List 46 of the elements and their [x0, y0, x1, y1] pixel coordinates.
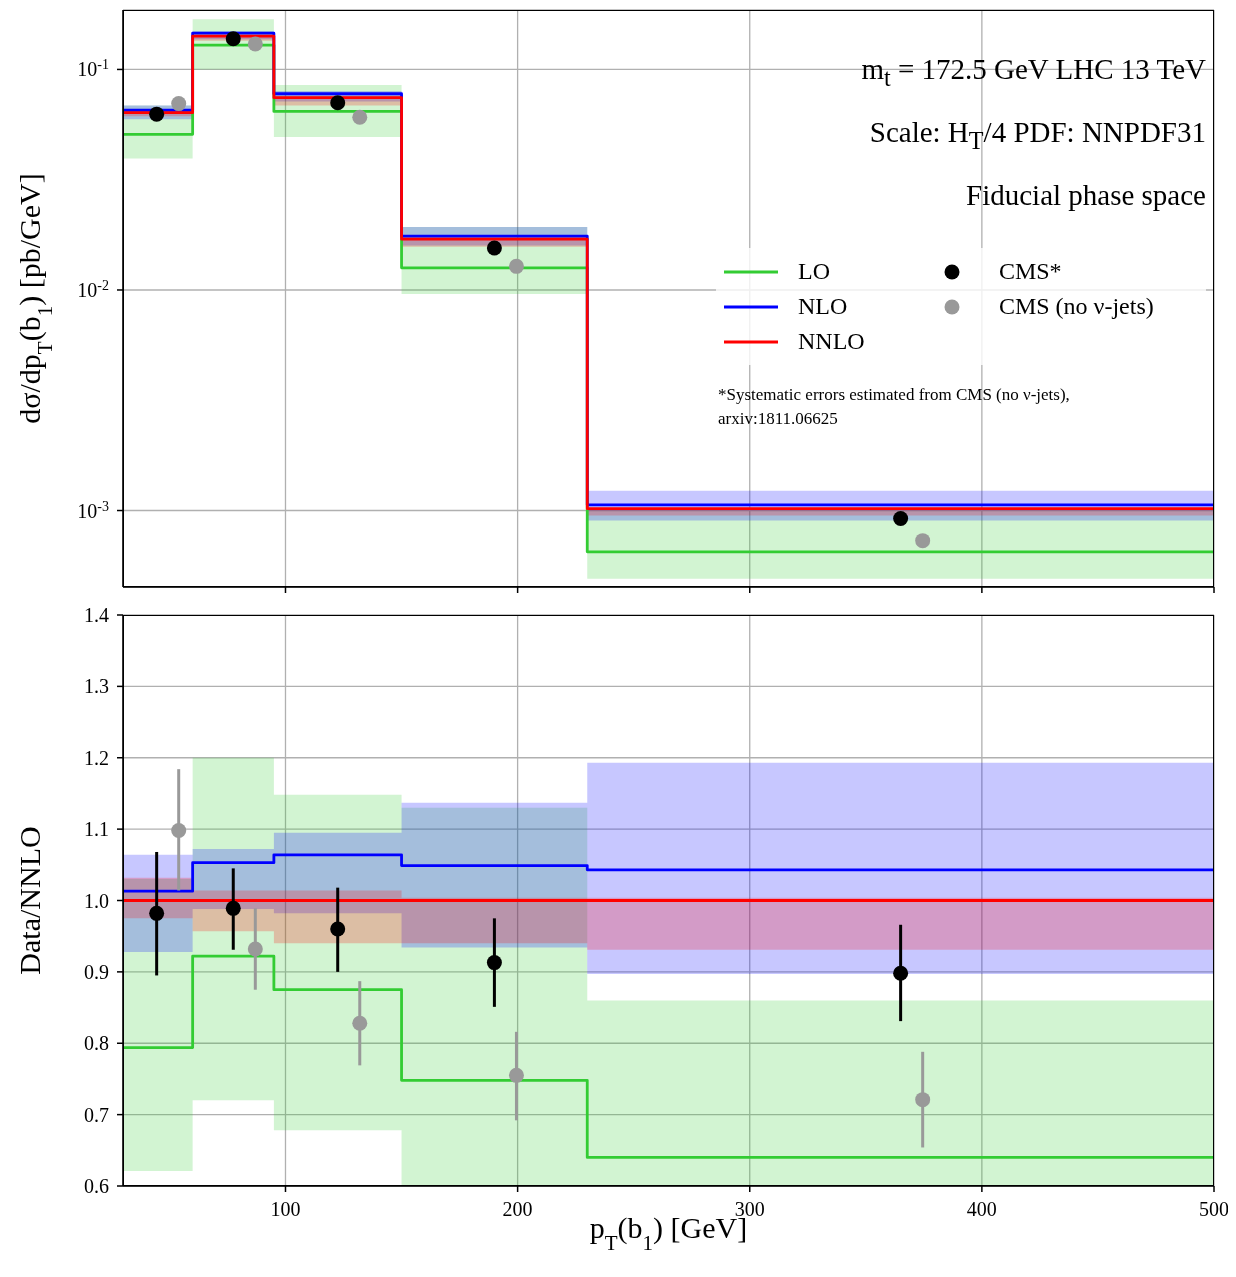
y-tick-label: 1.4	[84, 604, 109, 626]
point	[171, 96, 187, 112]
y-tick-label: 10$^{-2}$	[77, 277, 109, 301]
legend-label: CMS (no ν-jets)	[998, 293, 1154, 320]
point	[225, 900, 241, 916]
y-tick-label: 1.1	[84, 818, 109, 841]
y-tick-label: 0.7	[84, 1103, 109, 1126]
y-tick-label: 10$^{-3}$	[77, 498, 109, 522]
y-tick-label: 0.9	[84, 960, 109, 983]
point	[915, 533, 931, 549]
point	[508, 1067, 524, 1083]
x-tick-label: 100	[270, 1198, 301, 1220]
y-axis-title: Data/NNLO	[13, 826, 46, 975]
annotation: Fiducial phase space	[966, 178, 1206, 211]
point	[893, 511, 909, 527]
legend-label: CMS*	[998, 258, 1062, 285]
point	[330, 95, 346, 111]
annotation: Scale: H$_{T}$/4 PDF: NNPDF31	[869, 115, 1206, 154]
x-tick-label: 200	[502, 1198, 533, 1220]
y-tick-label: 1.0	[84, 889, 109, 912]
legend-label: NLO	[798, 293, 848, 320]
y-tick-label: 1.2	[84, 746, 109, 769]
annotation: *Systematic errors estimated from CMS (no ν-jets), arxiv:1811.06625	[718, 385, 1070, 428]
point	[171, 823, 187, 839]
x-tick-label: 400	[966, 1198, 997, 1220]
y-tick-label: 0.6	[84, 1175, 109, 1197]
point	[486, 955, 502, 971]
legend-label: NNLO	[798, 328, 865, 355]
point	[247, 36, 263, 52]
legend-label: LO	[798, 258, 830, 285]
x-tick-label: 500	[1199, 1198, 1229, 1220]
point	[893, 965, 909, 981]
y-tick-label: 1.3	[84, 675, 109, 698]
point	[915, 1092, 931, 1108]
point	[225, 31, 241, 47]
point	[508, 258, 524, 274]
annotation: m$_{t}$ = 172.5 GeV LHC 13 TeV	[861, 53, 1206, 91]
point	[149, 905, 165, 921]
point	[330, 921, 346, 937]
point	[352, 1015, 368, 1031]
point	[149, 106, 165, 122]
y-tick-label: 10$^{-1}$	[77, 56, 109, 81]
point	[352, 109, 368, 125]
point	[486, 240, 502, 256]
y-tick-label: 0.8	[84, 1032, 109, 1055]
point	[247, 941, 263, 957]
